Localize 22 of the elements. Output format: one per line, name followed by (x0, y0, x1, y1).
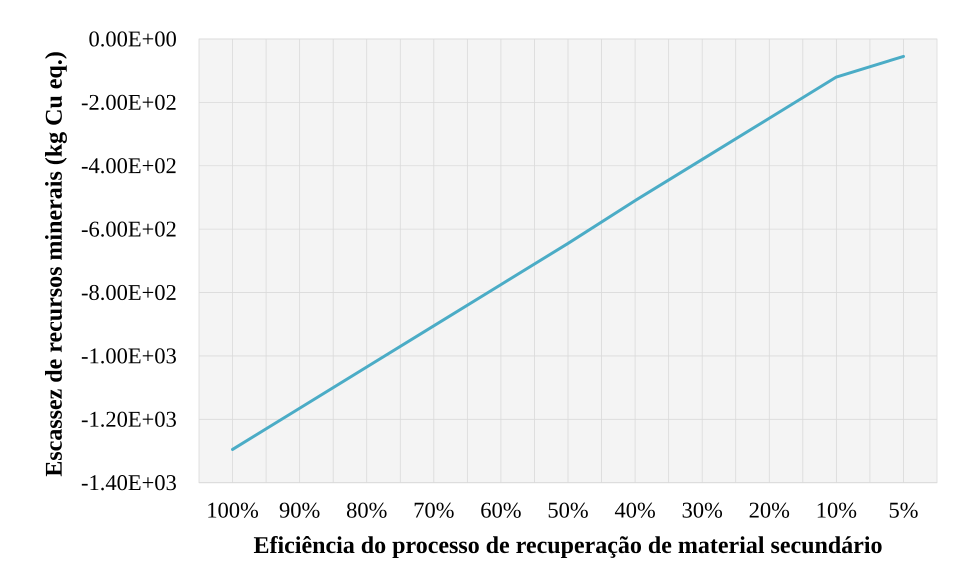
x-tick-label: 80% (346, 502, 387, 518)
x-tick-label: 5% (890, 502, 918, 518)
x-axis-title: Eficiência do processo de recuperação de material secundário (254, 536, 882, 558)
x-tick-label: 40% (614, 502, 655, 518)
y-tick-label: -4.00E+02 (82, 158, 176, 174)
x-tick-label: 100% (208, 502, 258, 518)
x-tick-label: 50% (548, 502, 588, 518)
line-series (231, 54, 905, 451)
y-tick-label: -2.00E+02 (82, 94, 176, 110)
y-tick-label: -1.20E+03 (82, 412, 176, 427)
x-tick-label: 70% (414, 502, 454, 518)
y-tick-label: -8.00E+02 (82, 284, 176, 300)
x-tick-label: 10% (818, 502, 856, 518)
y-tick-label: -6.00E+02 (82, 222, 176, 237)
y-tick-label: -1.40E+03 (82, 475, 176, 490)
y-axis-title: Escassez de recursos minerais (kg Cu eq.) (44, 52, 67, 476)
x-tick-label: 20% (750, 502, 790, 518)
y-tick-label: 0.00E+00 (89, 31, 176, 47)
y-tick-label: -1.00E+03 (82, 348, 176, 364)
x-tick-label: 60% (481, 502, 521, 518)
x-tick-label: 90% (280, 502, 320, 518)
x-tick-label: 30% (682, 502, 722, 518)
